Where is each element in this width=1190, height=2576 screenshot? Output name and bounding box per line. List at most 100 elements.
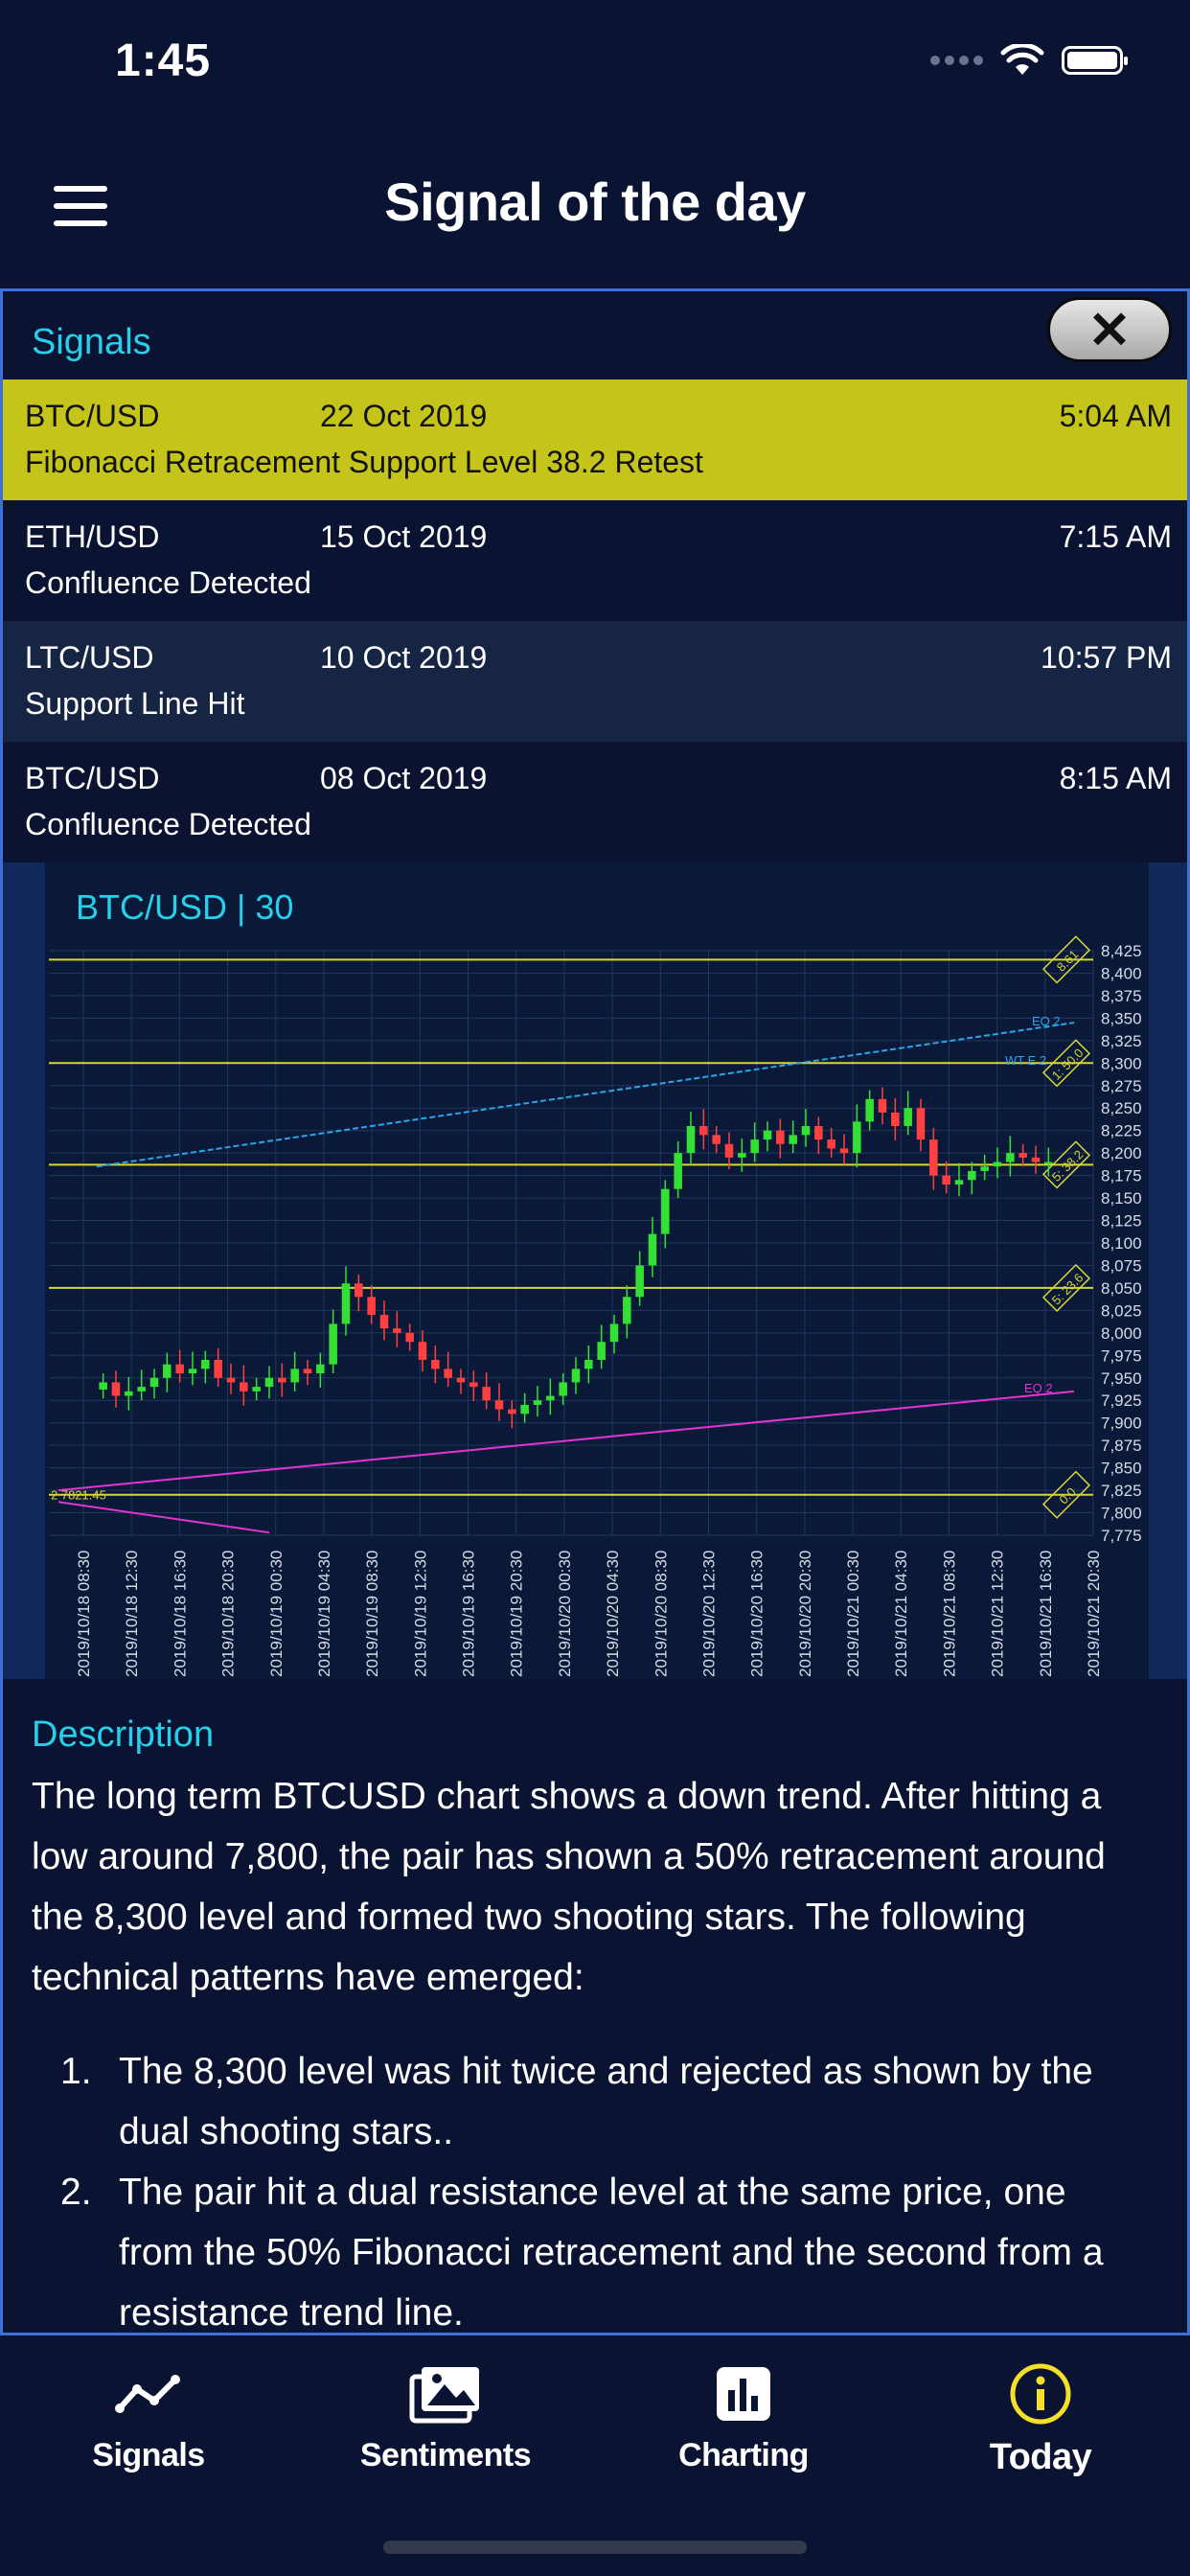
candle-body [942, 1175, 950, 1184]
tab-label: Signals [92, 2437, 205, 2473]
y-tick-label: 8,350 [1101, 1009, 1142, 1027]
tab-charting[interactable]: Charting [629, 2360, 858, 2474]
candle-body [865, 1098, 874, 1122]
y-tick-label: 8,300 [1101, 1054, 1142, 1072]
candle-body [1031, 1157, 1041, 1162]
candle-body [546, 1395, 555, 1401]
battery-icon [1062, 46, 1128, 75]
candle-body [111, 1382, 121, 1396]
signals-title: Signals [32, 322, 151, 362]
y-tick-label: 8,075 [1101, 1256, 1142, 1275]
x-tick-label: 2019/10/18 20:30 [219, 1551, 238, 1677]
candle-body [201, 1360, 210, 1369]
candle-body [891, 1112, 900, 1126]
chart-annotation: EQ 2 [1032, 1014, 1061, 1028]
x-tick-label: 2019/10/20 08:30 [652, 1551, 670, 1677]
signal-row[interactable]: LTC/USD 10 Oct 2019 10:57 PM Support Lin… [3, 621, 1187, 742]
candle-body [686, 1126, 696, 1154]
chart-annotation: EQ 2 [1024, 1381, 1053, 1395]
trend-line-icon [115, 2375, 180, 2413]
signal-time: 7:15 AM [1059, 519, 1172, 554]
y-tick-label: 7,850 [1101, 1460, 1142, 1478]
close-button[interactable]: ✕ [1047, 297, 1172, 362]
down-trend-line [57, 1501, 270, 1534]
candle-body [533, 1400, 542, 1405]
candle-body [878, 1098, 887, 1113]
y-tick-label: 8,050 [1101, 1279, 1142, 1298]
tab-label: Sentiments [359, 2437, 532, 2473]
candle-body [393, 1328, 401, 1333]
candle-body [290, 1368, 299, 1383]
chart-title: BTC/USD | 30 [76, 887, 294, 927]
hamburger-menu-icon[interactable] [54, 186, 107, 226]
x-tick-label: 2019/10/20 04:30 [604, 1551, 622, 1677]
home-indicator [383, 2541, 807, 2554]
signal-row[interactable]: BTC/USD 08 Oct 2019 8:15 AM Confluence D… [3, 742, 1187, 862]
candle-body [329, 1323, 337, 1365]
candle-body [175, 1364, 184, 1374]
candle-body [814, 1126, 823, 1140]
candle-body [801, 1126, 811, 1136]
candle-body [418, 1342, 427, 1360]
resistance-trend-line [96, 1022, 1075, 1168]
signal-row[interactable]: ETH/USD 15 Oct 2019 7:15 AM Confluence D… [3, 500, 1187, 621]
candle-body [226, 1377, 236, 1383]
y-tick-label: 7,800 [1101, 1505, 1142, 1523]
candle-body [520, 1404, 529, 1414]
price-chart[interactable]: 8,425 8,400 8,375 8,350 8,325 8,300 8,275 8,250… [3, 862, 1187, 1679]
candle-body [827, 1139, 835, 1149]
signal-pair: ETH/USD [25, 519, 160, 554]
signals-header: Signals ✕ [3, 291, 1187, 380]
signal-row[interactable]: BTC/USD 22 Oct 2019 5:04 AM Fibonacci Re… [3, 380, 1187, 500]
candle-body [661, 1188, 670, 1234]
y-tick-label: 7,825 [1101, 1482, 1142, 1500]
x-tick-label: 2019/10/19 04:30 [315, 1551, 333, 1677]
y-tick-label: 7,950 [1101, 1369, 1142, 1388]
candle-body [149, 1377, 159, 1388]
chart-panel: 8,425 8,400 8,375 8,350 8,325 8,300 8,275 8,250… [3, 862, 1187, 1679]
candle-body [444, 1368, 452, 1378]
candle-body [904, 1108, 912, 1126]
fib-level-tag: 0.0 [1041, 1470, 1091, 1519]
x-tick-label: 2019/10/21 12:30 [989, 1551, 1007, 1677]
signal-description: Confluence Detected [25, 807, 311, 841]
y-tick-label: 7,925 [1101, 1392, 1142, 1410]
candle-body [724, 1143, 734, 1158]
candle-body [137, 1387, 146, 1392]
signal-date: 08 Oct 2019 [320, 761, 488, 795]
signal-date: 22 Oct 2019 [320, 399, 488, 433]
status-time: 1:45 [115, 35, 212, 86]
list-number: 1. [60, 2051, 92, 2092]
candle-body [763, 1130, 772, 1140]
candle-body [1044, 1162, 1053, 1164]
y-tick-label: 8,275 [1101, 1077, 1142, 1095]
candle-body [635, 1265, 644, 1298]
y-tick-label: 8,250 [1101, 1099, 1142, 1117]
y-tick-label: 8,100 [1101, 1234, 1142, 1253]
description-body: The long term BTCUSD chart shows a down … [32, 1776, 1106, 1998]
candle-body [993, 1162, 1002, 1167]
tab-today[interactable]: Today [926, 2360, 1156, 2478]
tab-signals[interactable]: Signals [34, 2360, 263, 2474]
close-icon: ✕ [1087, 301, 1132, 359]
candle-body [738, 1153, 746, 1158]
candle-body [954, 1180, 964, 1184]
tab-sentiments[interactable]: Sentiments [331, 2360, 561, 2474]
signal-list: BTC/USD 22 Oct 2019 5:04 AM Fibonacci Re… [3, 380, 1187, 862]
tab-bar: Signals Sentiments Charting [0, 2335, 1190, 2576]
chart-annotation: 2 7821.45 [51, 1487, 106, 1502]
candle-body [405, 1332, 414, 1343]
candle-body [916, 1108, 926, 1140]
y-tick-label: 7,975 [1101, 1346, 1142, 1365]
candle-body [1018, 1153, 1027, 1158]
y-tick-label: 7,875 [1101, 1437, 1142, 1455]
x-tick-label: 2019/10/19 12:30 [411, 1551, 429, 1677]
candle-body [188, 1368, 197, 1374]
x-tick-label: 2019/10/19 20:30 [508, 1551, 526, 1677]
candle-body [584, 1360, 593, 1369]
list-text: The pair hit a dual resistance level at … [119, 2172, 1104, 2334]
x-tick-label: 2019/10/20 20:30 [796, 1551, 814, 1677]
candle-body [214, 1360, 222, 1378]
signal-time: 10:57 PM [1041, 640, 1172, 675]
x-tick-label: 2019/10/21 00:30 [844, 1551, 862, 1677]
